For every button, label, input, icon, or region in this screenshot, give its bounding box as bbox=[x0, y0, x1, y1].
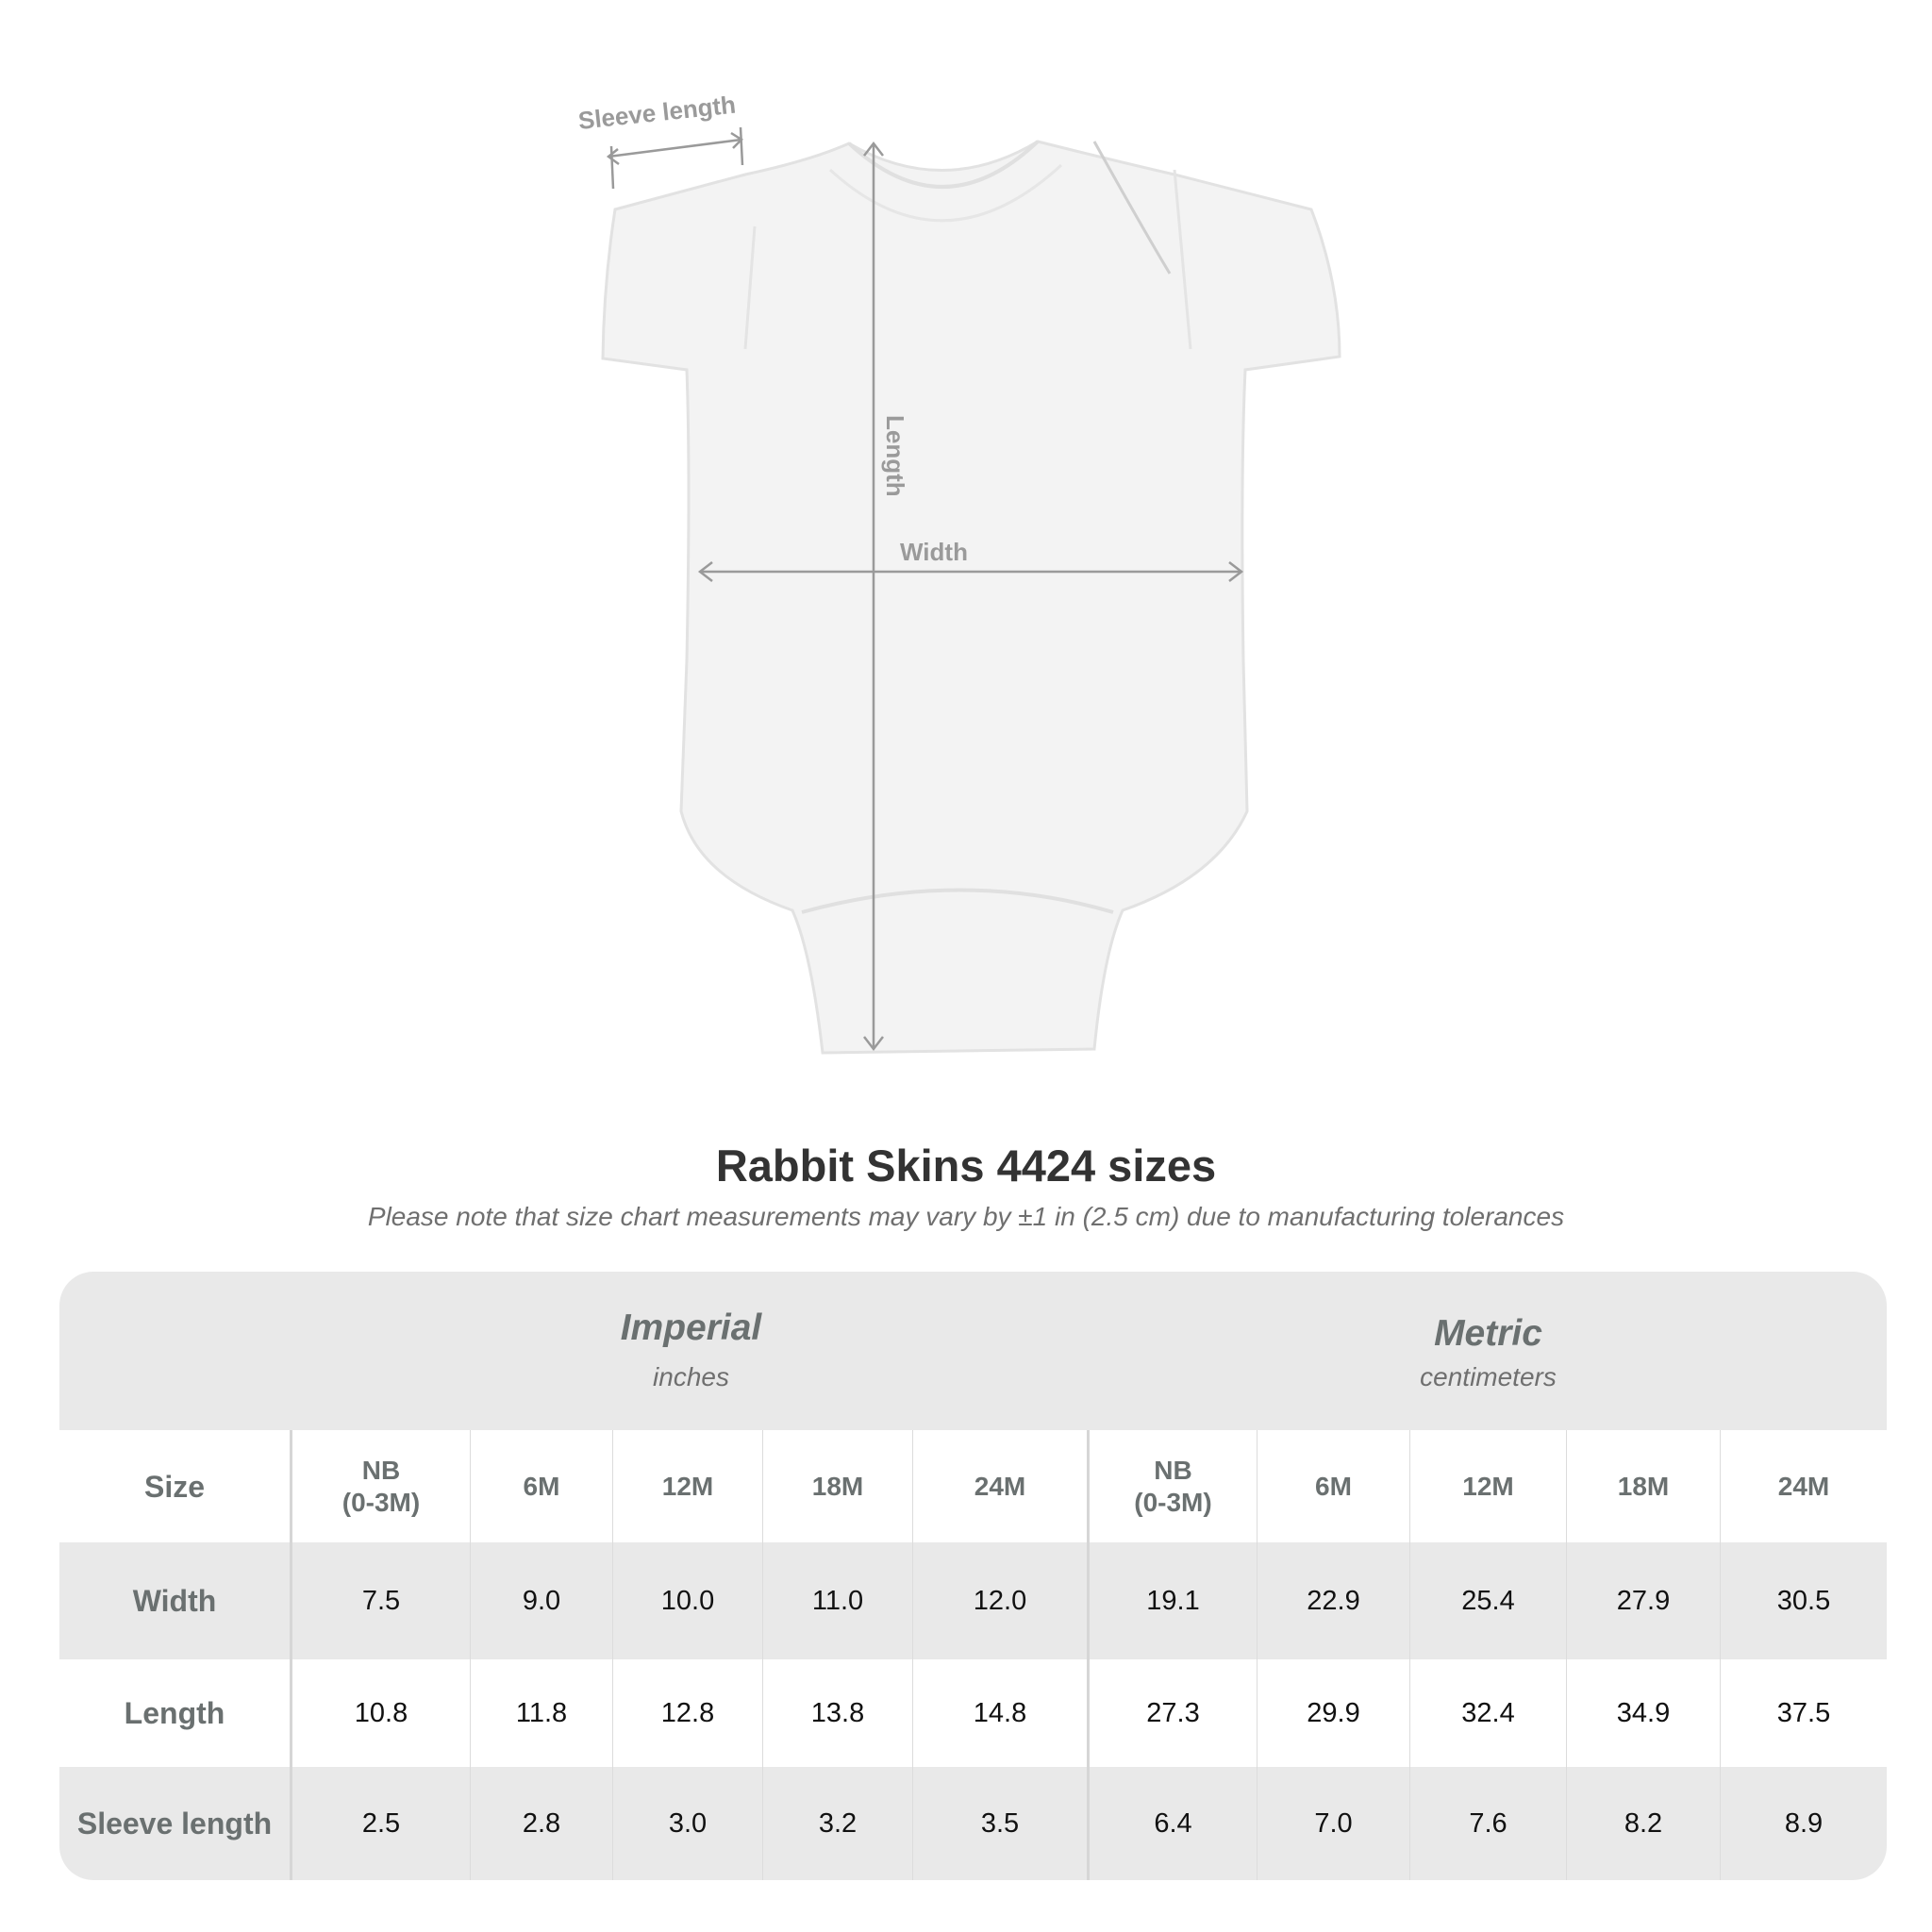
size-header-cell: 6M bbox=[471, 1430, 613, 1542]
imperial-value-cell: 14.8 bbox=[913, 1659, 1090, 1767]
table-row-width: Width 7.5 9.0 10.0 11.0 12.0 19.1 22.9 25.4 27.9 3… bbox=[59, 1542, 1887, 1659]
metric-group-header: Metric centimeters bbox=[1090, 1272, 1887, 1430]
size-header-cell: 18M bbox=[763, 1430, 913, 1542]
row-label: Length bbox=[59, 1659, 292, 1767]
imperial-value-cell: 13.8 bbox=[763, 1659, 913, 1767]
width-arrow bbox=[697, 561, 1244, 582]
metric-value-cell: 29.9 bbox=[1257, 1659, 1410, 1767]
row-label: Width bbox=[59, 1542, 292, 1659]
size-header-cell: 6M bbox=[1257, 1430, 1410, 1542]
metric-value-cell: 32.4 bbox=[1410, 1659, 1567, 1767]
onesie-measurement-diagram: Sleeve length Length Width bbox=[576, 91, 1341, 1055]
size-header-cell: 12M bbox=[1410, 1430, 1567, 1542]
width-label: Width bbox=[900, 538, 968, 566]
imperial-value-cell: 7.5 bbox=[292, 1542, 471, 1659]
table-row-length: Length 10.8 11.8 12.8 13.8 14.8 27.3 29.9 32.4 34… bbox=[59, 1659, 1887, 1767]
imperial-value-cell: 10.8 bbox=[292, 1659, 471, 1767]
size-header-cell: 12M bbox=[613, 1430, 763, 1542]
size-header-cell: 24M bbox=[913, 1430, 1090, 1542]
imperial-value-cell: 11.8 bbox=[471, 1659, 613, 1767]
imperial-value-cell: 3.5 bbox=[913, 1767, 1090, 1880]
imperial-value-cell: 2.8 bbox=[471, 1767, 613, 1880]
metric-value-cell: 8.2 bbox=[1567, 1767, 1721, 1880]
metric-value-cell: 22.9 bbox=[1257, 1542, 1410, 1659]
metric-value-cell: 27.9 bbox=[1567, 1542, 1721, 1659]
metric-value-cell: 27.3 bbox=[1090, 1659, 1257, 1767]
metric-value-cell: 37.5 bbox=[1776, 1697, 1831, 1728]
imperial-value-cell: 11.0 bbox=[763, 1542, 913, 1659]
metric-value-cell: 6.4 bbox=[1090, 1767, 1257, 1880]
size-chart-note: Please note that size chart measurements… bbox=[367, 1202, 1565, 1231]
metric-value-cell: 7.6 bbox=[1410, 1767, 1567, 1880]
metric-value-cell: 30.5 bbox=[1776, 1585, 1831, 1616]
metric-value-cell: 25.4 bbox=[1410, 1542, 1567, 1659]
imperial-unit: inches bbox=[653, 1362, 729, 1391]
metric-value-cell: 19.1 bbox=[1090, 1542, 1257, 1659]
length-label: Length bbox=[881, 415, 909, 497]
metric-value-cell: 7.0 bbox=[1257, 1767, 1410, 1880]
size-header-row: Size NB (0-3M) 6M 12M 18M 24M NB (0-3M) 6M 12M 18… bbox=[59, 1430, 1887, 1542]
metric-unit: centimeters bbox=[1420, 1362, 1557, 1391]
size-column-label: Size bbox=[59, 1430, 292, 1542]
size-table: Imperial inches Metric centimeters Size N… bbox=[59, 1272, 1887, 1880]
metric-title: Metric bbox=[1434, 1313, 1542, 1354]
imperial-value-cell: 12.0 bbox=[913, 1542, 1090, 1659]
row-label: Sleeve length bbox=[59, 1767, 292, 1880]
sleeve-length-label: Sleeve length bbox=[576, 91, 737, 135]
imperial-value-cell: 10.0 bbox=[613, 1542, 763, 1659]
size-header-cell: NB (0-3M) bbox=[292, 1430, 471, 1542]
imperial-group-header: Imperial inches bbox=[292, 1272, 1090, 1430]
length-arrow bbox=[863, 141, 884, 1052]
imperial-value-cell: 3.0 bbox=[613, 1767, 763, 1880]
imperial-title: Imperial bbox=[620, 1307, 762, 1348]
imperial-value-cell: 12.8 bbox=[613, 1659, 763, 1767]
sleeve-length-arrow bbox=[606, 126, 744, 190]
size-header-cell: NB (0-3M) bbox=[1090, 1430, 1257, 1542]
table-row-sleeve-length: Sleeve length 2.5 2.8 3.0 3.2 3.5 6.4 7.0 7.6 8.2… bbox=[59, 1767, 1887, 1880]
size-header-cell: 18M bbox=[1567, 1430, 1721, 1542]
size-header-cell: 24M bbox=[1777, 1471, 1830, 1501]
imperial-value-cell: 3.2 bbox=[763, 1767, 913, 1880]
onesie-image bbox=[601, 140, 1341, 1055]
metric-value-cell: 34.9 bbox=[1567, 1659, 1721, 1767]
imperial-value-cell: 2.5 bbox=[292, 1767, 471, 1880]
imperial-value-cell: 9.0 bbox=[471, 1542, 613, 1659]
metric-value-cell: 8.9 bbox=[1784, 1807, 1824, 1839]
size-chart-title: Rabbit Skins 4424 sizes bbox=[715, 1141, 1217, 1191]
